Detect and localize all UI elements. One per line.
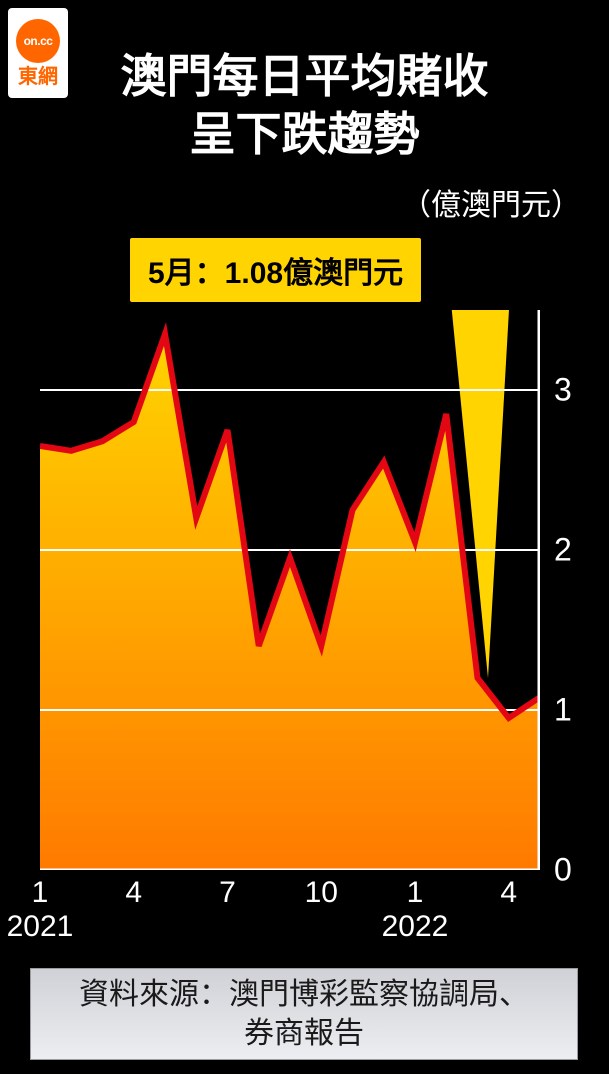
- x-tick-label: 4: [500, 876, 517, 910]
- source-attribution: 資料來源：澳門博彩監察協調局、 券商報告: [30, 968, 578, 1060]
- source-line-2: 券商報告: [244, 1014, 364, 1053]
- y-tick-label: 3: [554, 372, 572, 409]
- title-line-2: 呈下跌趨勢: [20, 106, 589, 164]
- chart-area: [40, 310, 540, 870]
- chart-title: 澳門每日平均賭收 呈下跌趨勢: [0, 48, 609, 163]
- x-tick-label: 12022: [382, 876, 449, 944]
- title-line-1: 澳門每日平均賭收: [20, 48, 589, 106]
- x-tick-label: 4: [125, 876, 142, 910]
- chart-svg: [40, 310, 540, 870]
- source-line-1: 資料來源：澳門博彩監察協調局、: [79, 975, 529, 1014]
- x-tick-label: 12021: [7, 876, 74, 944]
- y-tick-label: 1: [554, 692, 572, 729]
- data-callout: 5月：1.08億澳門元: [130, 238, 421, 302]
- x-tick-label: 10: [305, 876, 338, 910]
- y-axis-unit: （億澳門元）: [401, 180, 581, 224]
- y-tick-label: 0: [554, 852, 572, 889]
- y-tick-label: 2: [554, 532, 572, 569]
- x-tick-label: 7: [219, 876, 236, 910]
